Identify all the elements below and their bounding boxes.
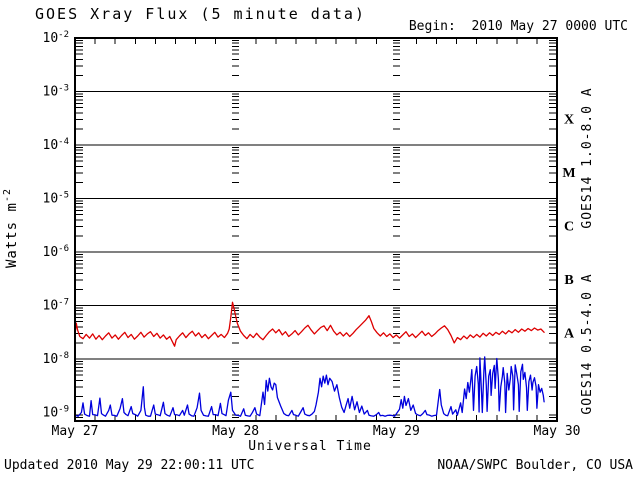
flux-class-b: B xyxy=(564,273,573,288)
flux-class-a: A xyxy=(564,326,575,341)
x-tick-label-may-29: May 29 xyxy=(373,424,420,439)
plot-frame xyxy=(74,37,558,422)
x-axis-tick-labels: May 27 May 28 May 29 May 30 xyxy=(52,424,581,439)
y-axis-tick-labels: 10-2 10-3 10-4 10-5 10-6 10-7 10-8 10-9 xyxy=(43,30,70,421)
long-channel-trace xyxy=(75,301,545,347)
flux-class-x: X xyxy=(564,112,574,127)
credit-label: NOAA/SWPC Boulder, CO USA xyxy=(437,458,633,473)
short-channel-trace xyxy=(75,356,545,417)
flux-class-letters: X M C B A xyxy=(562,112,575,341)
flux-traces xyxy=(75,301,545,417)
y-tick-label-1e-2: 10-2 xyxy=(43,30,70,46)
y-axis-title: Watts m-2 xyxy=(2,188,20,268)
y-tick-label-1e-8: 10-8 xyxy=(43,351,70,367)
x-axis-title: Universal Time xyxy=(248,439,372,454)
chart-title: GOES Xray Flux (5 minute data) xyxy=(35,5,366,23)
y-tick-label-1e-9: 10-9 xyxy=(43,405,70,421)
long-channel-label: GOES14 1.0-8.0 A xyxy=(580,87,595,228)
y-tick-label-1e-3: 10-3 xyxy=(43,84,70,100)
flux-class-c: C xyxy=(564,219,574,234)
flux-class-m: M xyxy=(562,166,575,181)
short-channel-label: GOES14 0.5-4.0 A xyxy=(580,273,595,414)
channel-labels: GOES14 1.0-8.0 A GOES14 0.5-4.0 A xyxy=(580,87,595,414)
y-tick-label-1e-5: 10-5 xyxy=(43,191,70,207)
frame-rect xyxy=(74,37,558,422)
begin-time-label: Begin: 2010 May 27 0000 UTC xyxy=(409,19,628,34)
x-tick-label-may-27: May 27 xyxy=(52,424,99,439)
x-tick-label-may-28: May 28 xyxy=(212,424,259,439)
y-tick-label-1e-4: 10-4 xyxy=(43,137,70,153)
updated-timestamp: Updated 2010 May 29 22:00:11 UTC xyxy=(4,458,254,473)
y-tick-label-1e-7: 10-7 xyxy=(43,298,70,314)
y-tick-label-1e-6: 10-6 xyxy=(43,244,70,260)
x-tick-label-may-30: May 30 xyxy=(534,424,581,439)
